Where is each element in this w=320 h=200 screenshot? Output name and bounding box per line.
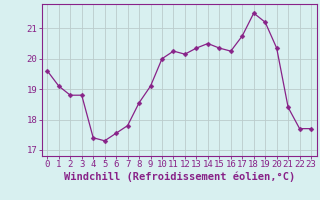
- X-axis label: Windchill (Refroidissement éolien,°C): Windchill (Refroidissement éolien,°C): [64, 172, 295, 182]
